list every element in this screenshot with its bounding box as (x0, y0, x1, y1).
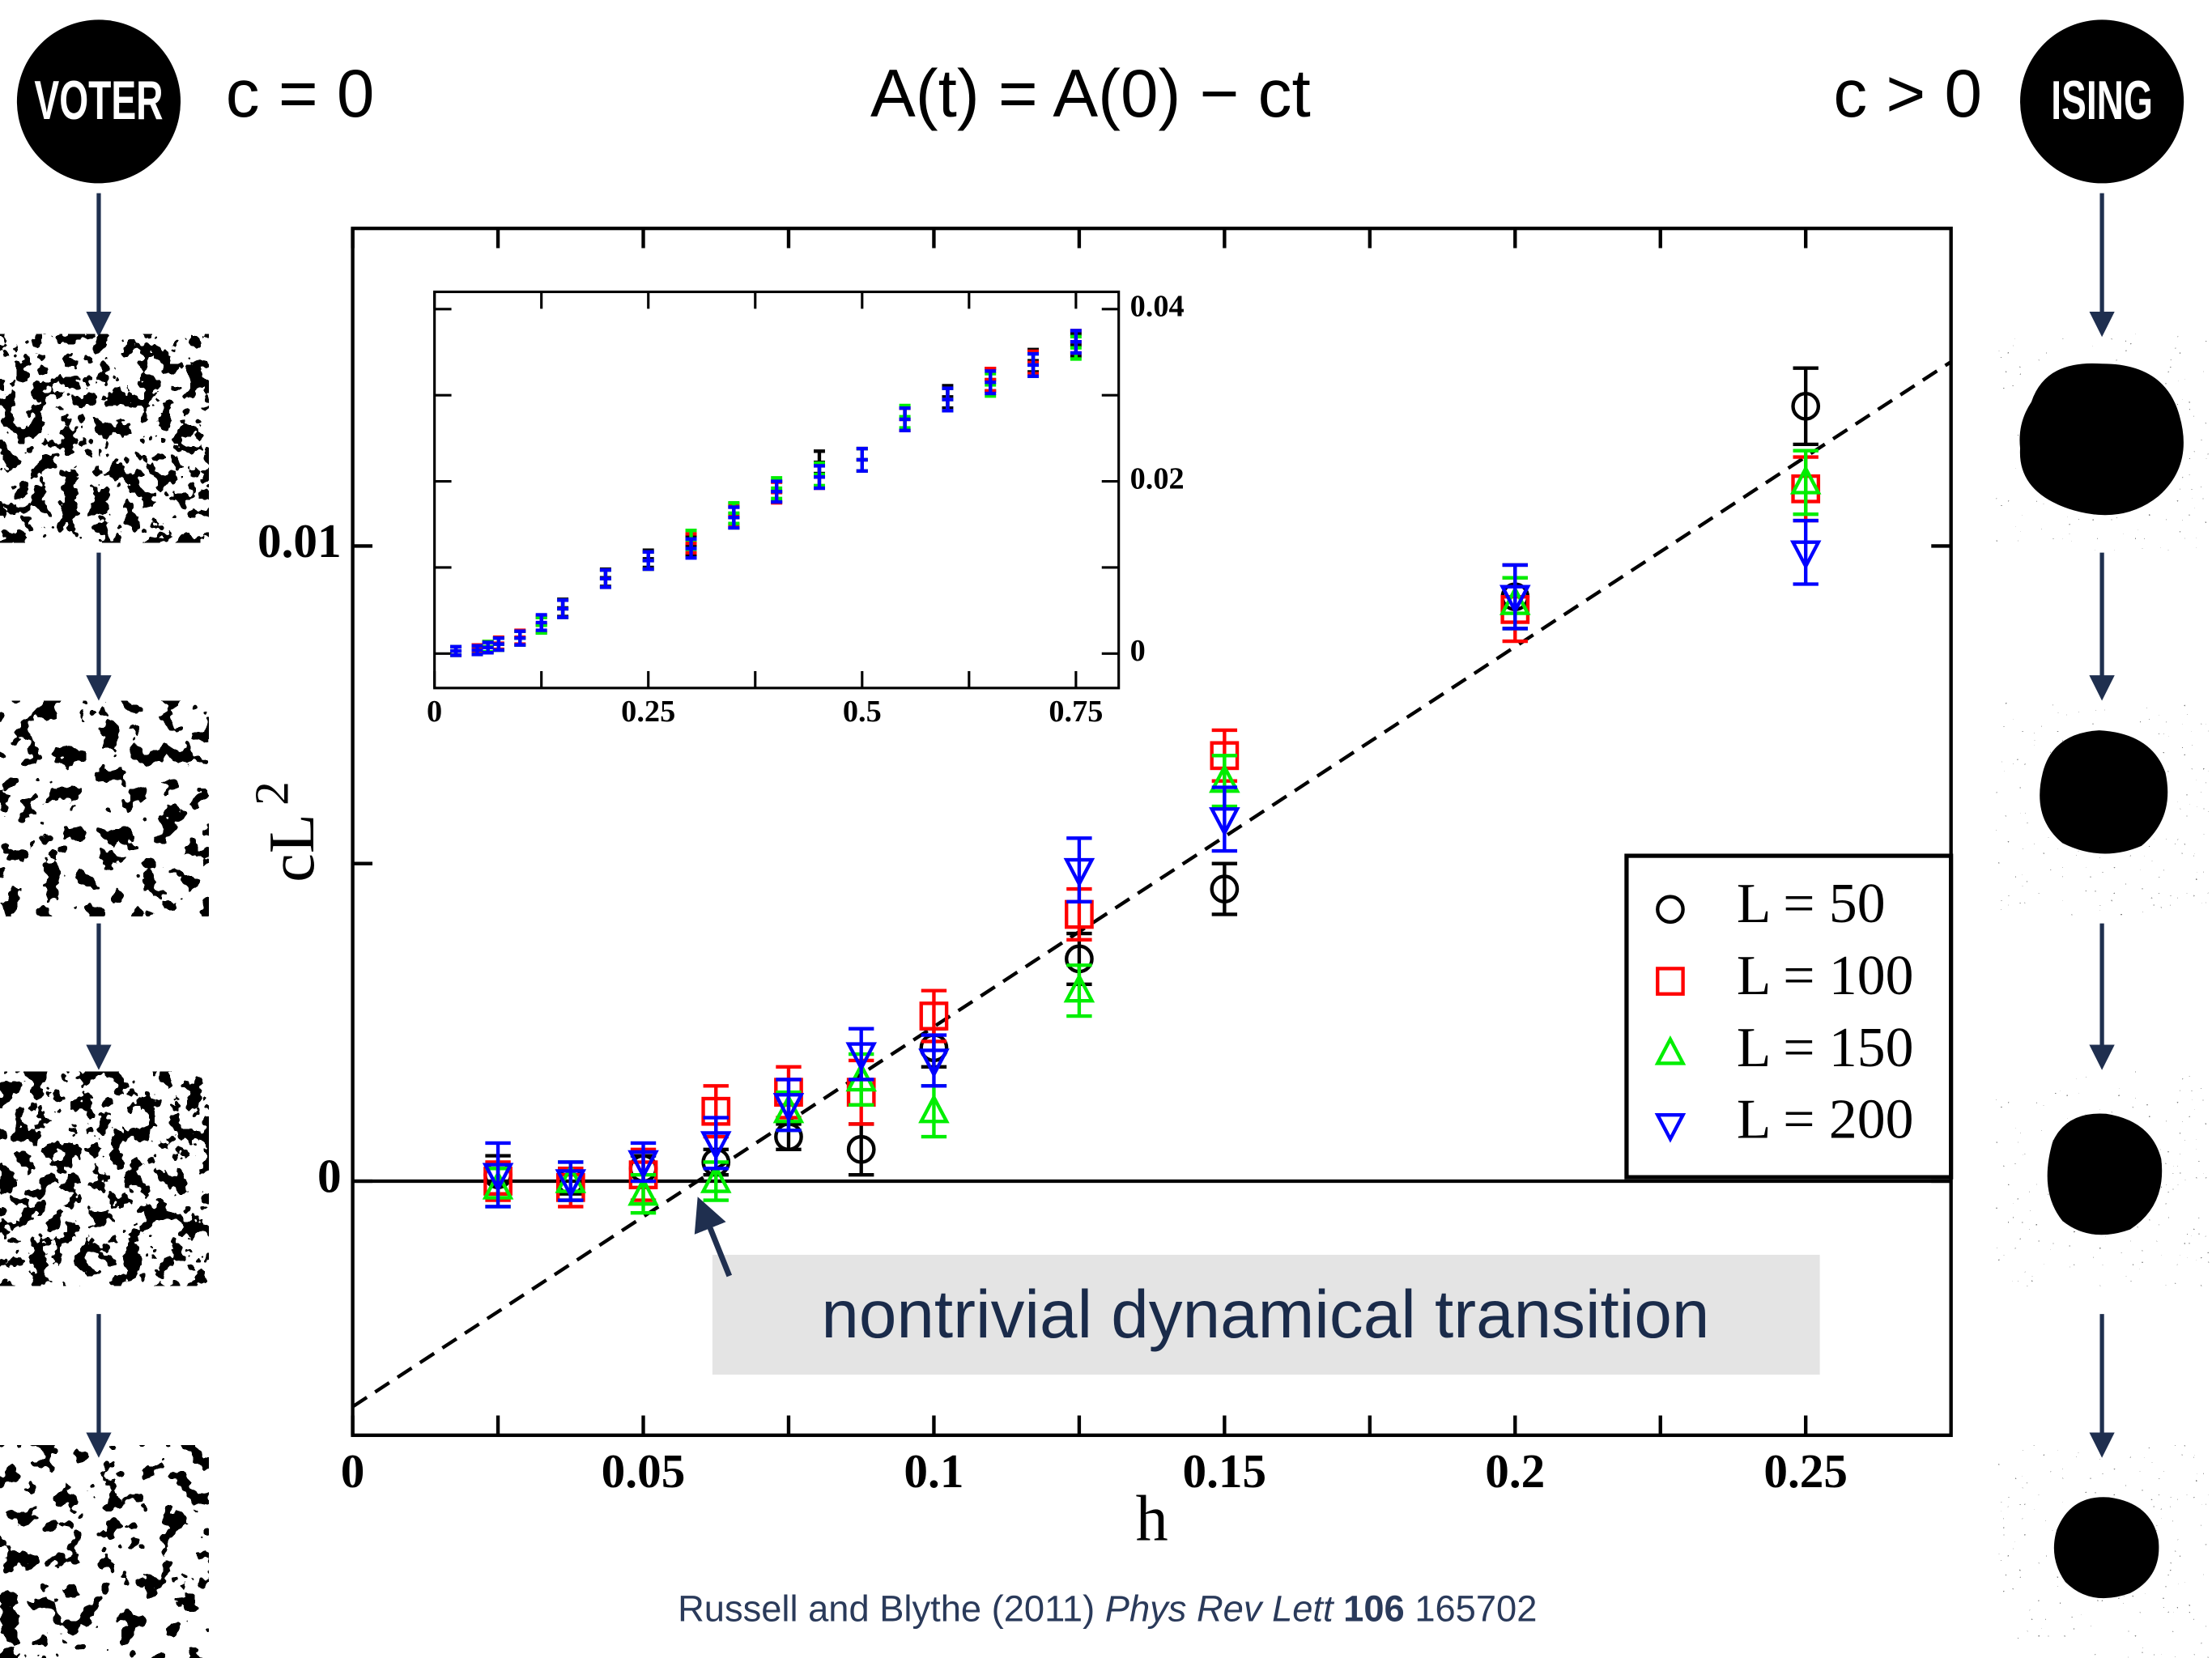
snapshot (0, 700, 209, 916)
y-axis-label-main: cL (257, 814, 328, 882)
series (482, 518, 1822, 1209)
legend-label: L = 150 (1737, 1017, 1914, 1079)
ising-snapshots (1996, 334, 2212, 1658)
voter-snapshots (0, 334, 209, 1658)
y-axis-label: cL 2 (245, 781, 327, 882)
marker (1063, 857, 1095, 888)
annotation: nontrivial dynamical transition (821, 1276, 1709, 1352)
annotation-arrow (694, 1197, 733, 1278)
snapshot (0, 1445, 209, 1658)
x-tick-label: 0.05 (602, 1444, 686, 1498)
series (450, 329, 1082, 657)
legend-label: L = 100 (1737, 945, 1914, 1007)
x-axis-label: h (1136, 1484, 1168, 1555)
formula: A(t) = A(0) − ct (870, 55, 1311, 131)
x-tick-label: 0 (341, 1444, 365, 1498)
voter-badge (16, 19, 181, 184)
marker (1789, 540, 1822, 571)
y-tick-label: 0.01 (257, 514, 342, 568)
marker (555, 1169, 587, 1199)
marker (1499, 585, 1531, 615)
y-tick-label: 0.04 (1130, 290, 1185, 324)
marker (1063, 972, 1095, 1003)
marker (700, 1163, 732, 1193)
marker (1209, 807, 1240, 837)
y-tick-label: 0 (1130, 634, 1146, 668)
ising-badge (2020, 19, 2184, 184)
legend-label: L = 50 (1737, 873, 1886, 935)
citation-volume: 106 (1343, 1588, 1405, 1630)
x-tick-label: 0 (427, 695, 442, 729)
marker (845, 1061, 877, 1092)
domain (2019, 363, 2184, 516)
marker (772, 1093, 805, 1123)
snapshot (0, 334, 209, 543)
marker (918, 1048, 950, 1078)
legend-marker (1654, 1112, 1687, 1143)
chart: 0 0.25 0.5 0.75 0 0.02 0.04 (427, 290, 1185, 729)
snapshot (0, 1071, 209, 1286)
marker (1791, 391, 1821, 421)
citation-journal: Phys Rev Lett (1105, 1588, 1335, 1630)
marker (627, 1150, 659, 1180)
x-tick-label: 0.15 (1183, 1444, 1267, 1498)
x-tick-label: 0.25 (1763, 1444, 1848, 1498)
arrows (86, 193, 2115, 1458)
marker (482, 1163, 514, 1193)
marker (627, 1175, 659, 1206)
x-tick-label: 0.2 (1485, 1444, 1545, 1498)
marker (846, 1134, 876, 1164)
citation-authors: Russell and Blythe (2011) (678, 1588, 1095, 1630)
marker (845, 1042, 877, 1073)
right-condition: c > 0 (1833, 55, 1982, 131)
citation: Russell and Blythe (2011) Phys Rev Lett … (678, 1588, 1537, 1630)
x-tick-label: 0.5 (843, 695, 882, 729)
legend-marker (1654, 1035, 1687, 1065)
fit-line (351, 360, 1952, 1409)
y-tick-label: 0 (317, 1150, 342, 1203)
legend-marker (1656, 967, 1685, 996)
marker (918, 1093, 950, 1124)
x-tick-label: 0.1 (904, 1444, 963, 1498)
citation-page: 165702 (1414, 1588, 1537, 1630)
left-condition: c = 0 (226, 55, 375, 131)
legend-label: L = 200 (1737, 1089, 1914, 1151)
annotation-box (712, 1254, 1820, 1375)
y-tick-label: 0.02 (1130, 461, 1185, 495)
legend-marker (1656, 895, 1685, 925)
domain (2053, 1497, 2159, 1599)
marker (700, 1131, 732, 1161)
legend-box (1624, 853, 1954, 1180)
domain (2047, 1113, 2163, 1235)
domain (2040, 730, 2168, 854)
x-tick-label: 0.25 (621, 695, 675, 729)
plots: 0 0.05 0.1 0.15 0.2 0.25 0 0.01 h cL 2 L = 50 L = 10… (245, 226, 1954, 1555)
marker (1789, 465, 1822, 495)
voter-label: VOTER (34, 70, 163, 131)
y-axis-label-sup: 2 (245, 781, 298, 806)
marker (1210, 874, 1240, 903)
ising-label: ISING (2051, 70, 2153, 131)
x-tick-label: 0.75 (1049, 695, 1103, 729)
marker (919, 1001, 949, 1031)
